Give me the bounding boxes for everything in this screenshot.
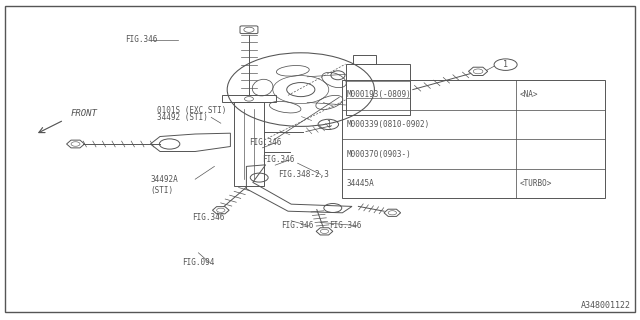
Bar bbox=[346, 64, 410, 115]
Text: 34445A: 34445A bbox=[346, 179, 374, 188]
Text: M000370(0903-): M000370(0903-) bbox=[346, 149, 411, 158]
Text: FIG.346: FIG.346 bbox=[250, 138, 282, 147]
Bar bbox=[342, 80, 605, 198]
Text: A348001122: A348001122 bbox=[580, 301, 630, 310]
Text: (STI): (STI) bbox=[150, 186, 173, 195]
Bar bbox=[234, 102, 264, 186]
Text: FIG.348-2,3: FIG.348-2,3 bbox=[278, 170, 329, 179]
Text: FRONT: FRONT bbox=[70, 109, 97, 118]
Bar bbox=[222, 95, 276, 102]
Text: 34492A: 34492A bbox=[150, 175, 178, 184]
Text: 1: 1 bbox=[503, 60, 508, 69]
Text: FIG.346: FIG.346 bbox=[330, 221, 362, 230]
Text: 34492 (STI): 34492 (STI) bbox=[157, 113, 207, 122]
Text: FIG.346: FIG.346 bbox=[282, 221, 314, 230]
Bar bbox=[353, 55, 376, 64]
Text: FIG.346: FIG.346 bbox=[192, 213, 225, 222]
Text: 0101S (EXC.STI): 0101S (EXC.STI) bbox=[157, 106, 226, 115]
Text: FIG.346: FIG.346 bbox=[125, 36, 157, 44]
Text: <NA>: <NA> bbox=[520, 90, 538, 99]
Text: FIG.094: FIG.094 bbox=[182, 258, 215, 267]
Text: FIG.346: FIG.346 bbox=[262, 156, 295, 164]
Text: <TURBO>: <TURBO> bbox=[520, 179, 552, 188]
Text: M000193(-0809): M000193(-0809) bbox=[346, 90, 411, 99]
Text: M000339(0810-0902): M000339(0810-0902) bbox=[346, 120, 429, 129]
Text: 1: 1 bbox=[326, 120, 331, 129]
